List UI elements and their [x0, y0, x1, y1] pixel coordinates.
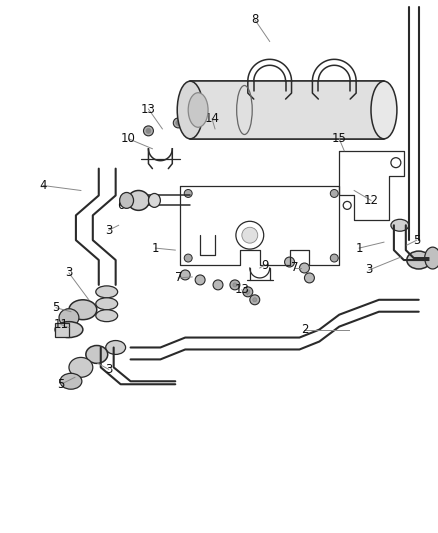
Circle shape	[235, 221, 263, 249]
Text: 5: 5	[412, 233, 420, 247]
Text: 12: 12	[363, 194, 378, 207]
Circle shape	[284, 257, 294, 267]
Ellipse shape	[69, 300, 96, 320]
Text: 10: 10	[121, 132, 136, 146]
Ellipse shape	[69, 358, 92, 377]
Text: 3: 3	[65, 266, 72, 279]
Circle shape	[245, 290, 249, 294]
Ellipse shape	[390, 219, 408, 231]
Ellipse shape	[95, 298, 117, 310]
Text: 9: 9	[260, 259, 268, 271]
Text: 13: 13	[141, 102, 155, 116]
Circle shape	[233, 283, 237, 287]
Ellipse shape	[188, 93, 208, 127]
Ellipse shape	[59, 309, 79, 327]
Circle shape	[241, 227, 257, 243]
Bar	[190, 81, 383, 139]
Ellipse shape	[120, 192, 133, 208]
Circle shape	[304, 273, 314, 283]
Text: 5: 5	[52, 301, 60, 314]
Ellipse shape	[95, 310, 117, 321]
Text: 8: 8	[251, 13, 258, 26]
Circle shape	[329, 190, 337, 197]
Ellipse shape	[60, 373, 82, 389]
Circle shape	[212, 280, 223, 290]
Ellipse shape	[127, 190, 149, 211]
Text: 1: 1	[354, 241, 362, 255]
Ellipse shape	[55, 321, 83, 337]
Text: 2: 2	[300, 323, 307, 336]
Text: 3: 3	[364, 263, 372, 277]
Bar	[55, 322, 69, 336]
Circle shape	[173, 118, 183, 128]
Ellipse shape	[148, 193, 160, 207]
Circle shape	[242, 287, 252, 297]
Ellipse shape	[177, 81, 203, 139]
Text: 1: 1	[151, 241, 159, 255]
Circle shape	[184, 254, 192, 262]
Ellipse shape	[106, 341, 125, 354]
Ellipse shape	[424, 247, 438, 269]
Circle shape	[180, 270, 190, 280]
Ellipse shape	[406, 251, 430, 269]
Circle shape	[175, 120, 180, 125]
Text: 6: 6	[117, 199, 124, 212]
Ellipse shape	[86, 345, 107, 364]
Circle shape	[329, 254, 337, 262]
Circle shape	[184, 190, 192, 197]
Circle shape	[146, 128, 151, 133]
Circle shape	[343, 201, 350, 209]
Text: 4: 4	[39, 179, 47, 192]
Ellipse shape	[370, 81, 396, 139]
Text: 11: 11	[53, 318, 68, 331]
Text: 7: 7	[174, 271, 182, 285]
Text: 3: 3	[105, 224, 112, 237]
Circle shape	[230, 280, 239, 290]
Circle shape	[299, 263, 309, 273]
Circle shape	[249, 295, 259, 305]
Text: 3: 3	[105, 363, 112, 376]
Circle shape	[143, 126, 153, 136]
Circle shape	[252, 298, 256, 302]
Ellipse shape	[95, 286, 117, 298]
Text: 14: 14	[204, 112, 219, 125]
Text: 13: 13	[234, 284, 249, 296]
Circle shape	[390, 158, 400, 168]
Text: 15: 15	[331, 132, 346, 146]
Circle shape	[195, 275, 205, 285]
Text: 7: 7	[290, 262, 297, 274]
Text: 5: 5	[57, 378, 64, 391]
